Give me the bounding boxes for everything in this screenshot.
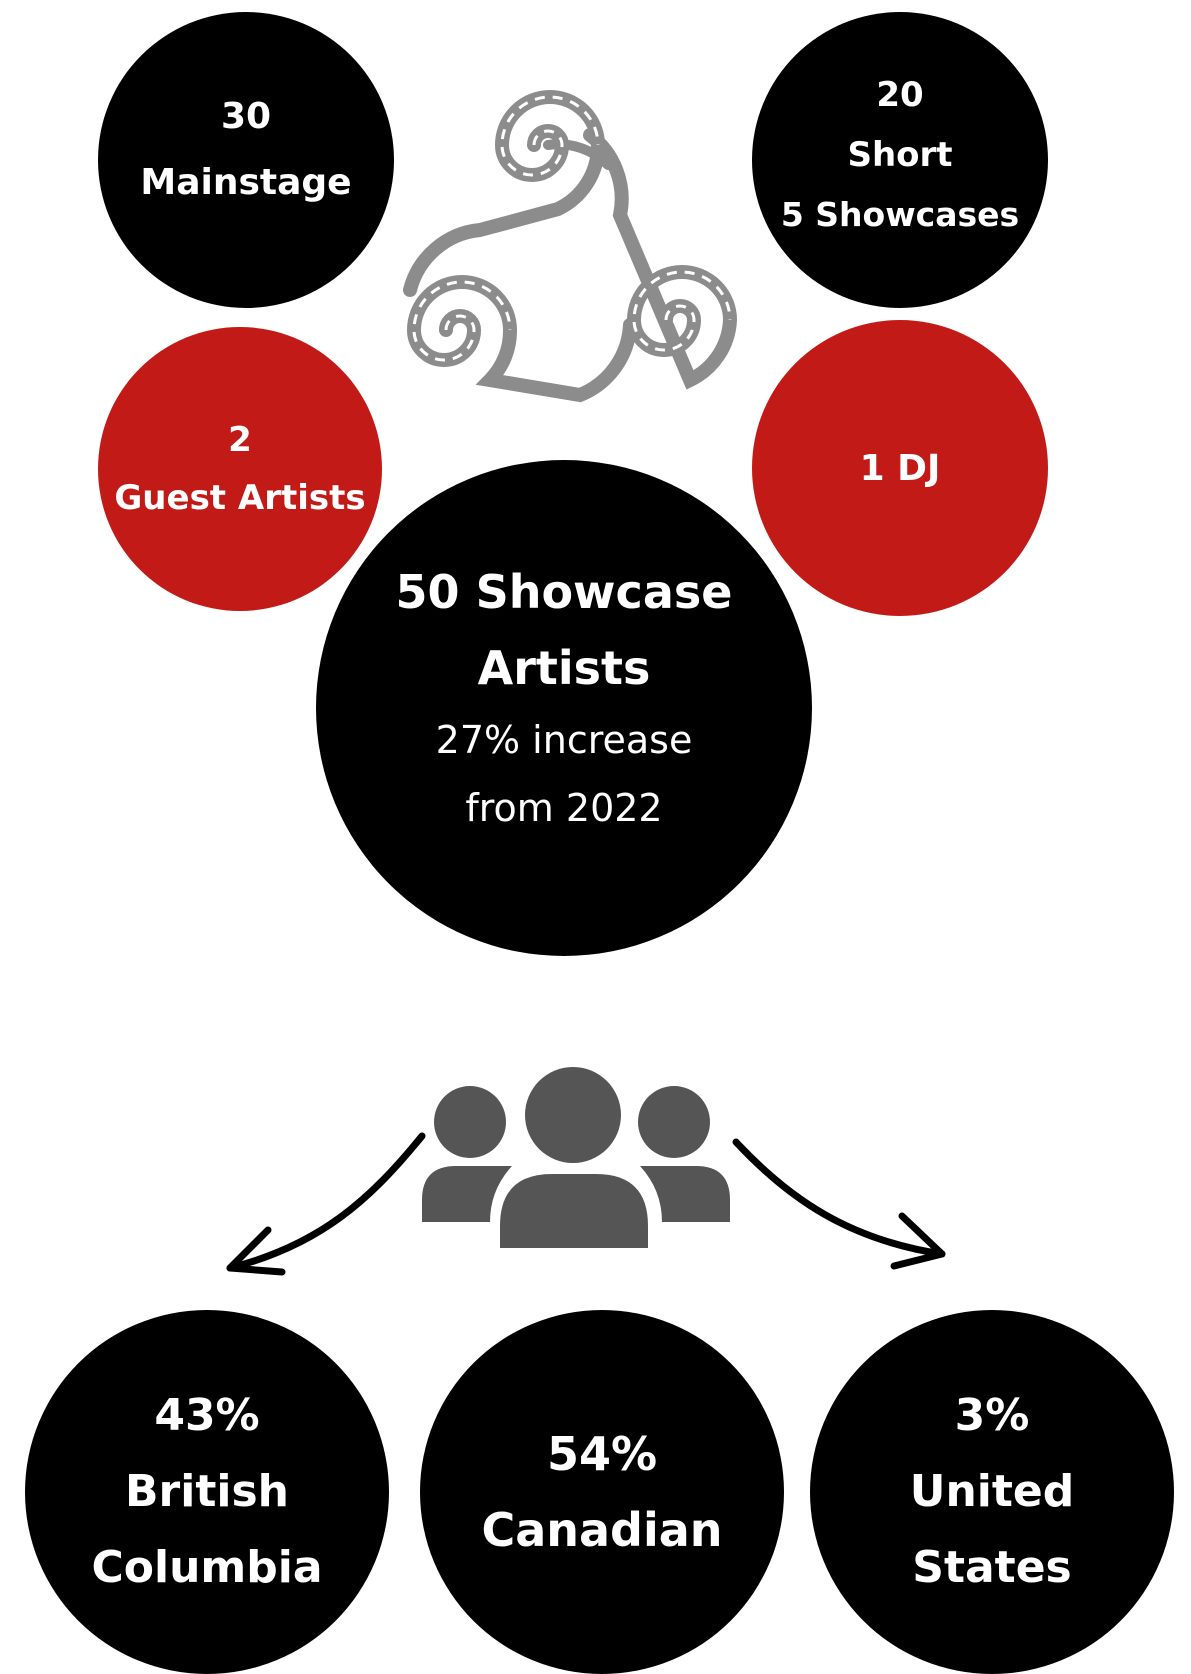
showcase-artists-circle: 50 Showcase Artists 27% increase from 20…	[316, 460, 812, 956]
us-label-1: United	[909, 1466, 1075, 1517]
showcases-label: 5 Showcases	[780, 195, 1020, 234]
dj-label: 1 DJ	[859, 447, 941, 489]
us-label-2: States	[912, 1542, 1072, 1593]
bc-label-1: British	[125, 1466, 289, 1517]
mainstage-label: Mainstage	[140, 162, 352, 203]
short-count: 20	[876, 75, 924, 115]
dj-circle: 1 DJ	[752, 320, 1048, 616]
people-group-icon	[422, 1067, 730, 1248]
showcase-increase: 27% increase	[435, 718, 693, 762]
guest-artists-circle: 2 Guest Artists	[98, 327, 382, 611]
mainstage-circle: 30 Mainstage	[98, 12, 394, 308]
showcase-subtitle: Artists	[477, 641, 651, 695]
us-percent: 3%	[954, 1390, 1030, 1441]
showcase-year: from 2022	[465, 786, 663, 830]
british-columbia-circle: 43% British Columbia	[25, 1310, 389, 1674]
guest-label: Guest Artists	[114, 478, 366, 518]
triskele-spiral-icon	[403, 90, 738, 403]
arrow-left-down-icon	[226, 1132, 426, 1276]
showcase-title: 50 Showcase	[395, 565, 733, 619]
bc-percent: 43%	[154, 1390, 260, 1441]
short-circle: 20 Short 5 Showcases	[752, 12, 1048, 308]
triskele-spiral-inner	[412, 95, 732, 362]
mainstage-count: 30	[220, 96, 272, 137]
guest-count: 2	[228, 420, 252, 460]
canadian-circle: 54% Canadian	[420, 1310, 784, 1674]
bc-label-2: Columbia	[91, 1542, 323, 1593]
short-label: Short	[847, 135, 953, 175]
canadian-percent: 54%	[546, 1427, 658, 1481]
arrow-right-down-icon	[732, 1138, 946, 1270]
united-states-circle: 3% United States	[810, 1310, 1174, 1674]
canadian-label: Canadian	[481, 1503, 723, 1557]
